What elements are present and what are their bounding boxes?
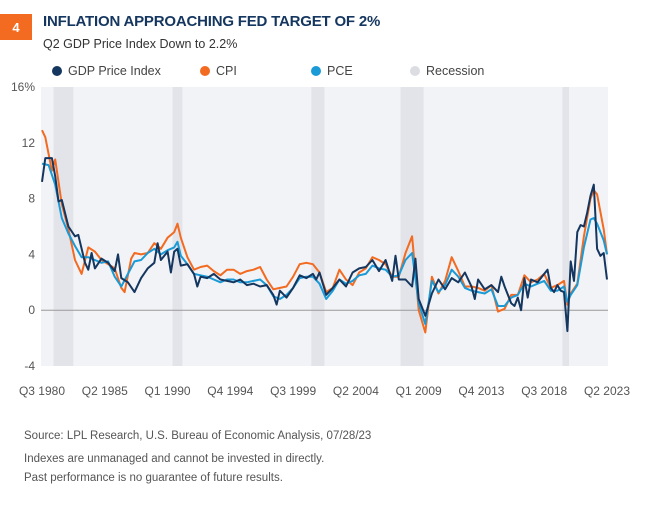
disclaimer-2: Past performance is no guarantee of futu… — [24, 472, 283, 484]
legend-item-cpi: CPI — [200, 64, 237, 78]
chart-title: INFLATION APPROACHING FED TARGET OF 2% — [43, 13, 381, 30]
y-tick-label: 16% — [11, 80, 35, 94]
recession-band — [53, 87, 74, 366]
legend-label-recession: Recession — [426, 64, 485, 78]
y-tick-label: 4 — [28, 247, 35, 261]
series-line-gdp-price-index — [41, 157, 608, 333]
y-tick-label: -4 — [24, 359, 35, 373]
x-tick-label: Q3 2018 — [521, 384, 567, 398]
recession-band — [562, 87, 570, 366]
pce-swatch-icon — [311, 66, 321, 76]
chart-subtitle: Q2 GDP Price Index Down to 2.2% — [43, 37, 238, 51]
x-tick-label: Q1 1990 — [145, 384, 191, 398]
legend-label-pce: PCE — [327, 64, 353, 78]
x-tick-label: Q2 1985 — [82, 384, 128, 398]
legend-label-gdp: GDP Price Index — [68, 64, 161, 78]
x-tick-label: Q4 2013 — [458, 384, 504, 398]
legend-item-pce: PCE — [311, 64, 353, 78]
disclaimer-1: Indexes are unmanaged and cannot be inve… — [24, 453, 325, 465]
x-tick-label: Q4 1994 — [207, 384, 253, 398]
source-note: Source: LPL Research, U.S. Bureau of Eco… — [24, 430, 372, 442]
legend-item-gdp: GDP Price Index — [52, 64, 161, 78]
figure-number-badge: 4 — [0, 14, 32, 40]
cpi-swatch-icon — [200, 66, 210, 76]
x-tick-label: Q2 2023 — [584, 384, 630, 398]
y-tick-label: 0 — [28, 303, 35, 317]
y-tick-label: 8 — [28, 192, 35, 206]
x-tick-label: Q3 1999 — [270, 384, 316, 398]
x-tick-label: Q1 2009 — [396, 384, 442, 398]
recession-swatch-icon — [410, 66, 420, 76]
recession-band — [400, 87, 424, 366]
legend-label-cpi: CPI — [216, 64, 237, 78]
x-tick-label: Q3 1980 — [19, 384, 65, 398]
y-tick-label: 12 — [22, 136, 36, 150]
recession-band — [311, 87, 325, 366]
legend: GDP Price Index CPI PCE Recession — [0, 64, 650, 82]
gdp-swatch-icon — [52, 66, 62, 76]
x-tick-label: Q2 2004 — [333, 384, 379, 398]
legend-item-recession: Recession — [410, 64, 484, 78]
